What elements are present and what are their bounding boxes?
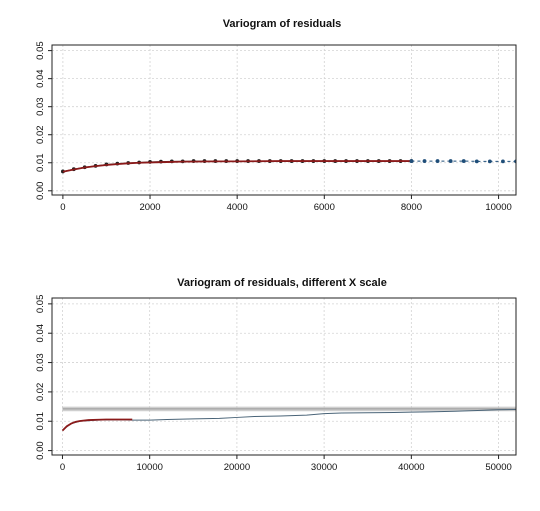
x-tick-label: 40000 <box>398 462 424 473</box>
y-tick-label: 0.04 <box>35 69 46 88</box>
y-tick-label: 0.05 <box>35 41 46 60</box>
chart-title: Variogram of residuals, different X scal… <box>177 277 387 289</box>
data-point <box>409 159 414 163</box>
grid-lines <box>52 298 516 455</box>
x-tick-label: 20000 <box>224 462 250 473</box>
y-tick-label: 0.02 <box>35 383 46 402</box>
y-tick-label: 0.03 <box>35 353 46 372</box>
y-tick-label: 0.04 <box>35 324 46 343</box>
x-tick-label: 10000 <box>485 202 511 213</box>
x-tick-label: 4000 <box>227 202 248 213</box>
x-tick-label: 0 <box>60 202 65 213</box>
x-tick-label: 2000 <box>139 202 160 213</box>
data-point <box>461 159 466 163</box>
y-tick-label: 0.02 <box>35 125 46 144</box>
model-fit-line <box>61 418 133 432</box>
y-tick-label: 0.01 <box>35 412 46 431</box>
y-tick-label: 0.03 <box>35 97 46 116</box>
model-fit-line <box>62 160 412 173</box>
x-tick-label: 30000 <box>311 462 337 473</box>
plot-frame <box>51 297 517 456</box>
y-tick-label: 0.00 <box>35 441 46 460</box>
data-point <box>501 159 505 164</box>
series-layer <box>60 159 516 174</box>
variogram-panel-bottom: Variogram of residuals, different X scal… <box>35 277 517 473</box>
x-tick-label: 8000 <box>401 202 422 213</box>
series-layer <box>61 406 516 432</box>
axes: 0 2000 4000 6000 8000 10000 0.00 0.01 0.02 0.03 0.… <box>35 41 512 213</box>
data-point <box>448 159 453 163</box>
chart-title: Variogram of residuals <box>223 18 342 30</box>
y-tick-label: 0.05 <box>35 295 46 314</box>
data-point <box>474 159 479 164</box>
y-tick-label: 0.00 <box>35 182 46 201</box>
x-tick-label: 6000 <box>314 202 335 213</box>
grid-lines <box>52 45 516 195</box>
data-point <box>487 159 492 164</box>
x-tick-label: 10000 <box>136 462 162 473</box>
data-point <box>435 159 440 163</box>
data-point <box>422 159 427 163</box>
axes: 0 10000 20000 30000 40000 50000 0.00 0.01 0.02 0.… <box>35 295 512 473</box>
x-tick-label: 0 <box>60 462 65 473</box>
y-tick-label: 0.01 <box>35 154 46 173</box>
x-tick-label: 50000 <box>485 462 511 473</box>
variogram-panel-top: Variogram of residuals 0 2000 4000 6000 8000… <box>35 18 517 213</box>
plot-frame <box>51 44 517 196</box>
